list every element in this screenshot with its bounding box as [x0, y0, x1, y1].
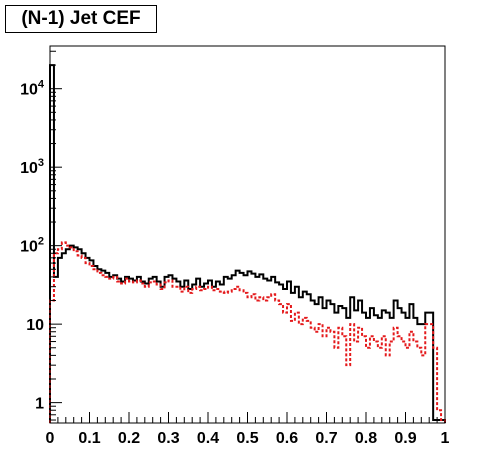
plot-frame	[49, 45, 446, 424]
y-tick-label: 10	[26, 317, 44, 334]
series-layer	[49, 64, 446, 423]
y-tick-label: 103	[20, 157, 44, 177]
histogram-series-1	[49, 64, 446, 423]
axis-layer: 0 0.1 0.2 0.3 0.4 0.5 0.6 0.7 0.8 0.9 1 1 10 102 103 10…	[20, 50, 450, 447]
x-tick-label: 0.9	[394, 430, 416, 447]
x-tick-label: 0.1	[78, 430, 100, 447]
x-tick-label: 0.7	[315, 430, 337, 447]
x-tick-label: 0.5	[236, 430, 258, 447]
y-tick-label: 1	[35, 396, 44, 413]
x-tick-label: 1	[441, 430, 450, 447]
y-tick-label: 104	[20, 79, 45, 99]
chart-title: (N-1) Jet CEF	[21, 8, 141, 29]
x-tick-label: 0	[46, 430, 55, 447]
x-tick-label: 0.4	[197, 430, 219, 447]
y-tick-label: 102	[20, 236, 44, 256]
x-tick-label: 0.8	[355, 430, 377, 447]
x-tick-label: 0.3	[157, 430, 179, 447]
x-tick-label: 0.6	[276, 430, 298, 447]
x-tick-label: 0.2	[118, 430, 140, 447]
histogram-series-2	[49, 241, 446, 423]
chart-title-box: (N-1) Jet CEF	[5, 5, 157, 33]
